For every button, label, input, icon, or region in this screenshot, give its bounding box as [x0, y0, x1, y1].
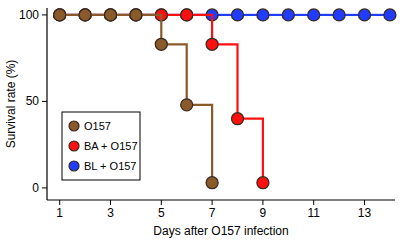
- x-tick: [59, 200, 60, 205]
- marker: [79, 9, 91, 21]
- marker: [54, 9, 66, 21]
- legend-marker: [69, 161, 79, 171]
- legend-label: BA + O157: [84, 140, 138, 152]
- marker: [181, 99, 193, 111]
- marker: [181, 9, 193, 21]
- marker: [232, 113, 244, 125]
- legend-marker: [69, 121, 79, 131]
- marker: [232, 9, 244, 21]
- series-line: [60, 15, 212, 183]
- legend-box: [62, 112, 140, 180]
- legend-marker: [69, 141, 79, 151]
- marker: [308, 9, 320, 21]
- plot-area: [54, 9, 396, 189]
- x-tick: [313, 200, 314, 205]
- marker: [359, 9, 371, 21]
- x-tick: [161, 200, 162, 205]
- marker: [206, 38, 218, 50]
- marker: [79, 9, 91, 21]
- y-axis-label: Survival rate (%): [4, 60, 18, 149]
- marker: [130, 9, 142, 21]
- x-tick-label: 7: [209, 206, 216, 220]
- marker: [257, 177, 269, 189]
- line-segment: [161, 44, 186, 105]
- marker: [155, 38, 167, 50]
- x-axis-label: Days after O157 infection: [153, 224, 288, 238]
- legend-label: O157: [84, 120, 111, 132]
- y-tick: [42, 14, 47, 15]
- line-segment: [212, 44, 237, 118]
- marker: [384, 9, 396, 21]
- marker: [333, 9, 345, 21]
- x-tick-label: 11: [307, 206, 320, 220]
- x-tick-label: 1: [56, 206, 63, 220]
- x-tick: [262, 200, 263, 205]
- y-axis: [46, 8, 47, 200]
- line-segment: [187, 105, 212, 183]
- x-tick: [212, 200, 213, 205]
- x-tick-label: 9: [260, 206, 267, 220]
- series-line: [60, 15, 263, 183]
- y-tick-label: 100: [19, 8, 39, 22]
- marker: [130, 9, 142, 21]
- marker: [105, 9, 117, 21]
- x-tick-label: 3: [107, 206, 114, 220]
- marker: [257, 9, 269, 21]
- line-segment: [238, 119, 263, 183]
- marker: [79, 9, 91, 21]
- marker: [181, 9, 193, 21]
- y-tick-label: 0: [32, 181, 39, 195]
- y-tick: [42, 187, 47, 188]
- y-tick-label: 50: [26, 94, 40, 108]
- x-tick-label: 5: [158, 206, 165, 220]
- marker: [54, 9, 66, 21]
- marker: [105, 9, 117, 21]
- chart: 050100135791113Days after O157 infection…: [0, 0, 400, 240]
- marker: [206, 177, 218, 189]
- marker: [54, 9, 66, 21]
- marker: [282, 9, 294, 21]
- x-tick: [364, 200, 365, 205]
- y-tick: [42, 101, 47, 102]
- marker: [130, 9, 142, 21]
- legend-label: BL + O157: [84, 160, 137, 172]
- x-tick-label: 13: [358, 206, 372, 220]
- x-axis: [47, 199, 395, 200]
- marker: [105, 9, 117, 21]
- x-tick: [110, 200, 111, 205]
